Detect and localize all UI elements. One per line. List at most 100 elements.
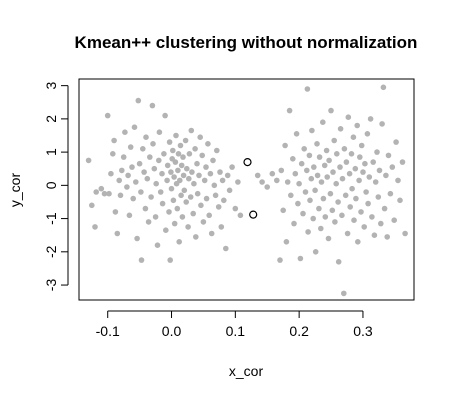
data-point (151, 165, 158, 172)
data-point (226, 187, 233, 194)
data-point (145, 219, 152, 225)
y-tick-label: 3 (43, 81, 59, 89)
data-point (307, 197, 313, 204)
data-point (110, 151, 116, 157)
data-point (147, 154, 153, 160)
data-point (134, 235, 140, 242)
data-point (387, 190, 394, 197)
data-point (288, 192, 294, 199)
cluster-center (249, 210, 258, 219)
data-point (369, 214, 375, 220)
data-point (293, 131, 300, 137)
data-point (278, 167, 285, 174)
data-point (308, 175, 315, 182)
data-point (349, 185, 355, 192)
data-point (306, 152, 313, 159)
data-point (168, 185, 175, 192)
data-point (331, 137, 338, 144)
data-point (150, 141, 156, 147)
data-point (157, 189, 164, 195)
data-point (385, 152, 392, 159)
data-point (114, 230, 121, 237)
data-point (280, 207, 287, 214)
data-point (232, 205, 239, 212)
data-point (269, 170, 276, 177)
data-point (304, 86, 311, 92)
data-point (358, 209, 364, 215)
data-point (104, 112, 111, 119)
data-point (312, 249, 319, 255)
data-point (126, 212, 133, 219)
y-axis: -3 -2 -1 0 1 2 3 (43, 81, 69, 292)
data-point (186, 151, 193, 157)
data-point (207, 170, 214, 177)
y-tick-label: 2 (43, 115, 59, 123)
chart-title: Kmean++ clustering without normalization (75, 33, 418, 52)
data-point (116, 177, 122, 184)
data-point (153, 180, 159, 187)
data-point (399, 159, 406, 165)
data-point (389, 164, 396, 170)
data-point (341, 146, 348, 152)
data-point (350, 134, 357, 140)
data-point (98, 185, 105, 192)
data-point (301, 146, 308, 152)
data-point (178, 192, 184, 199)
data-point (332, 219, 338, 225)
data-point (124, 184, 130, 190)
data-point (358, 142, 365, 149)
data-point (136, 160, 143, 167)
data-point (291, 220, 297, 227)
data-point (320, 195, 327, 202)
data-point (117, 192, 124, 199)
data-point (328, 107, 334, 114)
data-point (311, 164, 317, 170)
data-point (321, 162, 328, 169)
data-point (175, 167, 181, 174)
data-point (357, 154, 363, 160)
data-point (343, 159, 350, 165)
data-point (363, 189, 369, 195)
data-point (402, 230, 408, 237)
data-point (199, 152, 205, 159)
data-point (173, 132, 179, 139)
data-point (362, 160, 368, 167)
data-point (290, 156, 296, 162)
data-point (223, 245, 229, 252)
data-point (215, 204, 222, 210)
data-point (218, 224, 225, 230)
data-point (235, 179, 241, 185)
data-point (183, 199, 189, 205)
data-point (312, 187, 318, 194)
data-point (316, 205, 322, 212)
data-point (181, 187, 188, 194)
data-point (391, 217, 398, 223)
data-point (138, 189, 144, 195)
data-points (85, 84, 408, 297)
data-point (341, 290, 347, 297)
data-point (144, 175, 151, 182)
data-point (259, 179, 265, 185)
data-point (189, 169, 195, 175)
y-tick-label: -1 (43, 212, 59, 225)
data-point (219, 177, 226, 184)
plot-frame (78, 78, 415, 301)
data-point (296, 180, 302, 187)
data-point (376, 167, 383, 174)
y-tick-label: -3 (43, 279, 59, 292)
data-point (154, 242, 161, 248)
data-point (203, 164, 209, 170)
data-point (131, 124, 138, 130)
data-point (366, 174, 373, 180)
data-point (143, 134, 149, 140)
data-point (197, 134, 203, 140)
cluster-centers (243, 158, 258, 219)
data-point (111, 137, 117, 144)
data-point (170, 197, 177, 204)
data-point (372, 179, 379, 185)
data-point (127, 144, 134, 150)
data-point (347, 204, 354, 210)
data-point (381, 205, 388, 212)
data-point (229, 164, 235, 170)
data-point (318, 179, 325, 185)
